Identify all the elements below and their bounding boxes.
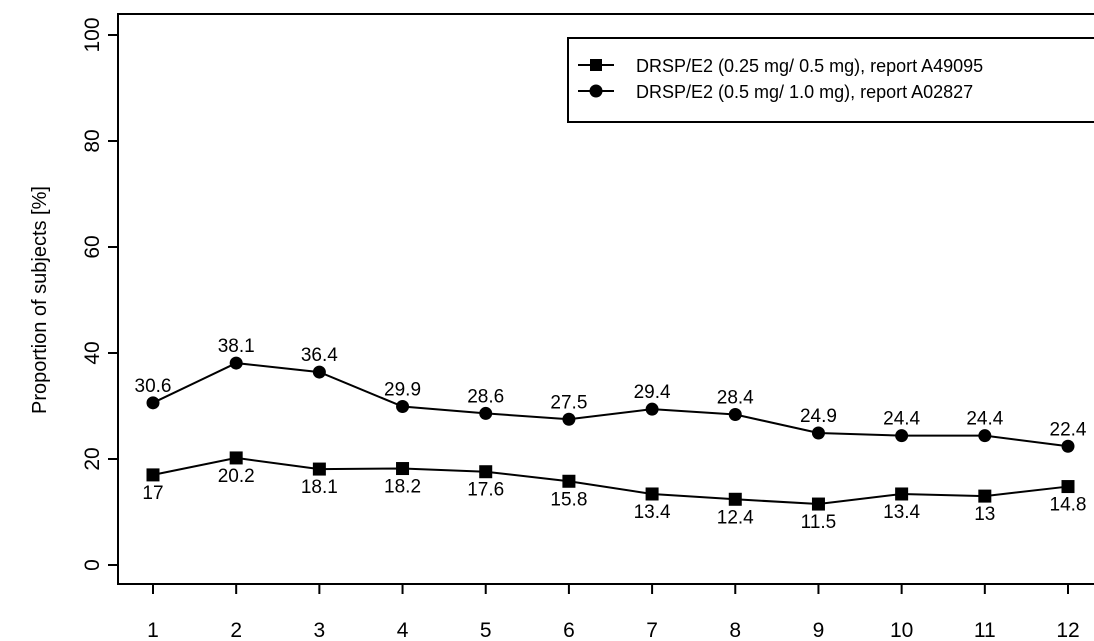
data-labels: 17 20.2 18.1 18.2 17.6 15.8 13.4 12.4 11.5 13.4 13… <box>135 336 1087 533</box>
y-tick-label: 80 <box>81 129 104 152</box>
x-tick-label: 1 <box>147 619 159 641</box>
data-point-circle <box>978 429 992 443</box>
data-point-circle <box>146 396 160 410</box>
data-point-square <box>479 465 493 479</box>
data-label: 24.4 <box>966 409 1003 430</box>
data-label: 13.4 <box>634 502 671 523</box>
y-tick-label: 0 <box>81 559 104 571</box>
x-tick-label: 9 <box>813 619 825 641</box>
series-1 <box>146 451 1075 511</box>
data-label: 29.4 <box>634 382 671 403</box>
series-line <box>152 456 1069 506</box>
x-tick-label: 7 <box>646 619 658 641</box>
data-label: 28.6 <box>467 386 504 407</box>
data-point-circle <box>645 402 659 416</box>
legend-marker-square <box>590 59 602 71</box>
data-point-square <box>229 451 243 465</box>
x-tick-label: 5 <box>480 619 492 641</box>
y-tick-label: 20 <box>81 447 104 470</box>
legend: DRSP/E2 (0.25 mg/ 0.5 mg), report A49095… <box>567 37 1094 123</box>
y-tick-label: 40 <box>81 341 104 364</box>
series-line <box>152 362 1069 448</box>
data-label: 22.4 <box>1050 419 1087 440</box>
data-point-circle <box>562 412 576 426</box>
data-point-square <box>396 462 410 476</box>
data-label: 24.9 <box>800 406 837 427</box>
data-point-circle <box>1061 439 1075 453</box>
y-tick-label: 60 <box>81 235 104 258</box>
data-label: 13 <box>974 504 995 525</box>
data-point-circle <box>479 406 493 420</box>
x-tick-label: 12 <box>1056 619 1079 641</box>
data-label: 30.6 <box>135 376 172 397</box>
data-point-circle <box>895 429 909 443</box>
data-label: 18.1 <box>301 477 338 498</box>
data-point-circle <box>312 365 326 379</box>
data-point-square <box>1061 480 1075 494</box>
data-label: 29.9 <box>384 380 421 401</box>
data-point-square <box>728 492 742 506</box>
x-tick-label: 11 <box>974 619 996 641</box>
legend-entry-1: DRSP/E2 (0.25 mg/ 0.5 mg), report A49095 <box>636 56 983 76</box>
y-tick-label: 100 <box>81 17 104 52</box>
data-label: 17 <box>142 483 163 504</box>
x-tick-label: 2 <box>230 619 242 641</box>
plot-frame <box>117 13 1094 585</box>
data-point-square <box>645 487 659 501</box>
x-tick-label: 8 <box>729 619 741 641</box>
y-axis-title: Proportion of subjects [%] <box>29 186 51 414</box>
data-point-square <box>895 487 909 501</box>
data-label: 36.4 <box>301 345 338 366</box>
data-label: 15.8 <box>550 489 587 510</box>
x-tick-label: 6 <box>563 619 575 641</box>
data-point-circle <box>728 407 742 421</box>
data-point-circle <box>229 356 243 370</box>
legend-box <box>567 37 1094 123</box>
data-point-circle <box>811 426 825 440</box>
data-point-circle <box>396 400 410 414</box>
x-tick-label: 4 <box>397 619 409 641</box>
data-label: 38.1 <box>218 336 255 357</box>
data-label: 13.4 <box>883 502 920 523</box>
data-label: 11.5 <box>801 512 837 533</box>
series-layer <box>146 356 1075 511</box>
data-label: 17.6 <box>467 480 504 501</box>
data-point-square <box>312 462 326 476</box>
data-label: 18.2 <box>384 477 421 498</box>
data-point-square <box>562 474 576 488</box>
series-2 <box>146 356 1075 453</box>
legend-entry-2: DRSP/E2 (0.5 mg/ 1.0 mg), report A02827 <box>636 82 973 102</box>
x-tick-label: 3 <box>314 619 326 641</box>
data-label: 14.8 <box>1050 495 1087 516</box>
data-point-square <box>978 489 992 503</box>
data-label: 28.4 <box>717 387 754 408</box>
data-label: 20.2 <box>218 466 255 487</box>
legend-marker-circle <box>589 84 603 98</box>
data-label: 27.5 <box>550 392 587 413</box>
data-label: 12.4 <box>717 507 754 528</box>
data-point-square <box>146 468 160 482</box>
data-point-square <box>811 497 825 511</box>
data-label: 24.4 <box>883 409 920 430</box>
x-tick-label: 10 <box>890 619 913 641</box>
